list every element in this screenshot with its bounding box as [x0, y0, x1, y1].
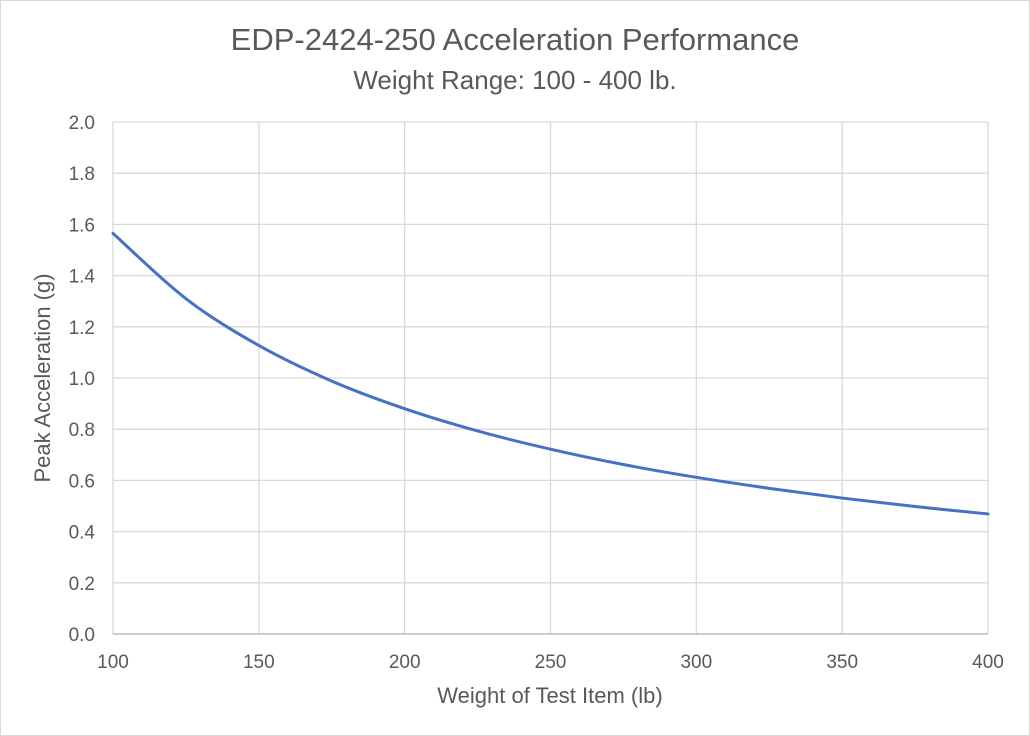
x-tick-label: 200 [389, 652, 421, 673]
y-tick-label: 1.4 [69, 267, 96, 288]
series-line [111, 231, 990, 516]
chart-subtitle: Weight Range: 100 - 400 lb. [353, 65, 676, 95]
y-tick-label: 0.8 [69, 420, 95, 441]
y-tick-label: 1.0 [69, 369, 95, 390]
y-tick-label: 0.4 [69, 523, 96, 544]
y-tick-label: 0.6 [69, 471, 95, 492]
y-tick-label: 1.6 [69, 215, 95, 236]
y-tick-label: 1.2 [69, 318, 95, 339]
x-axis-label: Weight of Test Item (lb) [437, 683, 662, 708]
chart-title: EDP-2424-250 Acceleration Performance [231, 22, 800, 57]
y-tick-label: 0.0 [69, 625, 95, 646]
x-tick-label: 400 [972, 652, 1004, 673]
x-tick-label: 300 [680, 652, 712, 673]
y-tick-label: 1.8 [69, 164, 95, 185]
x-tick-label: 250 [535, 652, 567, 673]
x-tick-label: 150 [243, 652, 275, 673]
y-axis-label: Peak Acceleration (g) [30, 273, 55, 482]
y-tick-label: 0.2 [69, 574, 95, 595]
x-tick-label: 350 [826, 652, 858, 673]
x-tick-label: 100 [97, 652, 129, 673]
y-tick-label: 2.0 [69, 113, 95, 134]
